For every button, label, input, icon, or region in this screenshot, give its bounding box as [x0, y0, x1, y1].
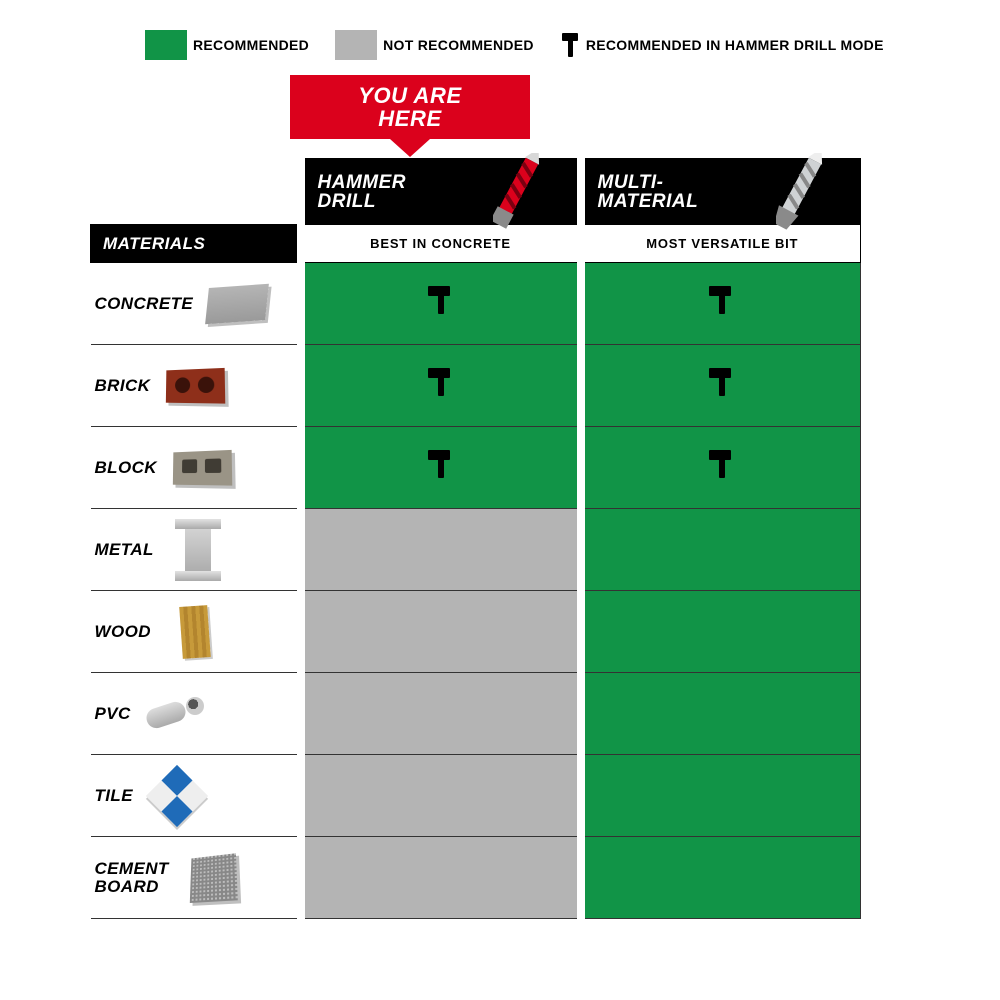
col-header-hammer-drill: HAMMER DRILL [301, 159, 581, 225]
material-icon-block [167, 441, 235, 495]
hammer-icon [709, 368, 735, 398]
table-empty-corner [91, 159, 301, 225]
value-cell-tile-hammer_drill [301, 755, 581, 837]
material-label: METAL [95, 541, 154, 559]
material-cell-concrete: CONCRETE [91, 263, 301, 345]
material-label: BLOCK [95, 459, 157, 477]
hammer-icon [428, 286, 454, 316]
drill-bit-icon-multi [776, 153, 854, 243]
material-label: WOOD [95, 623, 151, 641]
legend-hammer-icon [560, 33, 580, 57]
value-cell-block-multi_material [581, 427, 861, 509]
value-cell-tile-multi_material [581, 755, 861, 837]
value-cell-cement_board-multi_material [581, 837, 861, 919]
material-cell-block: BLOCK [91, 427, 301, 509]
hammer-icon [428, 450, 454, 480]
table-row: PVC [91, 673, 861, 755]
legend-swatch-not-recommended [335, 30, 377, 60]
table-row: TILE [91, 755, 861, 837]
you-are-here-text: YOU ARE HERE [358, 84, 462, 130]
value-cell-pvc-hammer_drill [301, 673, 581, 755]
material-icon-pvc [141, 687, 209, 741]
table-row: METAL [91, 509, 861, 591]
material-icon-metal [164, 523, 232, 577]
hammer-icon [709, 286, 735, 316]
comparison-chart: RECOMMENDED NOT RECOMMENDED RECOMMENDED … [90, 30, 910, 70]
material-label: TILE [95, 787, 133, 805]
material-label: BRICK [95, 377, 151, 395]
materials-header: MATERIALS [91, 225, 301, 263]
table-row: BLOCK [91, 427, 861, 509]
value-cell-cement_board-hammer_drill [301, 837, 581, 919]
material-cell-brick: BRICK [91, 345, 301, 427]
material-cell-tile: TILE [91, 755, 301, 837]
value-cell-concrete-multi_material [581, 263, 861, 345]
material-label: CONCRETE [95, 295, 194, 313]
material-icon-cement [179, 851, 247, 905]
value-cell-block-hammer_drill [301, 427, 581, 509]
value-cell-pvc-multi_material [581, 673, 861, 755]
drill-bit-icon-hammer [493, 153, 571, 243]
value-cell-brick-hammer_drill [301, 345, 581, 427]
material-cell-wood: WOOD [91, 591, 301, 673]
material-icon-wood [161, 605, 229, 659]
value-cell-wood-multi_material [581, 591, 861, 673]
material-icon-tile [143, 769, 211, 823]
material-label: CEMENT BOARD [95, 860, 169, 896]
legend-label-hammer-mode: RECOMMENDED IN HAMMER DRILL MODE [586, 37, 884, 53]
material-label: PVC [95, 705, 131, 723]
table-row: CONCRETE [91, 263, 861, 345]
col-header-multi-material: MULTI- MATERIAL [581, 159, 861, 225]
comparison-table: HAMMER DRILL MULTI- MATERIAL [90, 158, 861, 919]
material-cell-cement_board: CEMENT BOARD [91, 837, 301, 919]
material-icon-brick [160, 359, 228, 413]
you-are-here-banner: YOU ARE HERE [290, 75, 530, 139]
table-row: WOOD [91, 591, 861, 673]
legend-row: RECOMMENDED NOT RECOMMENDED RECOMMENDED … [145, 30, 910, 60]
table-row: BRICK [91, 345, 861, 427]
value-cell-concrete-hammer_drill [301, 263, 581, 345]
value-cell-wood-hammer_drill [301, 591, 581, 673]
table-row: CEMENT BOARD [91, 837, 861, 919]
material-cell-metal: METAL [91, 509, 301, 591]
legend-swatch-recommended [145, 30, 187, 60]
material-icon-concrete [203, 277, 271, 331]
legend-label-recommended: RECOMMENDED [193, 37, 309, 53]
hammer-icon [709, 450, 735, 480]
value-cell-metal-hammer_drill [301, 509, 581, 591]
legend-label-not-recommended: NOT RECOMMENDED [383, 37, 534, 53]
material-cell-pvc: PVC [91, 673, 301, 755]
hammer-icon [428, 368, 454, 398]
value-cell-brick-multi_material [581, 345, 861, 427]
value-cell-metal-multi_material [581, 509, 861, 591]
